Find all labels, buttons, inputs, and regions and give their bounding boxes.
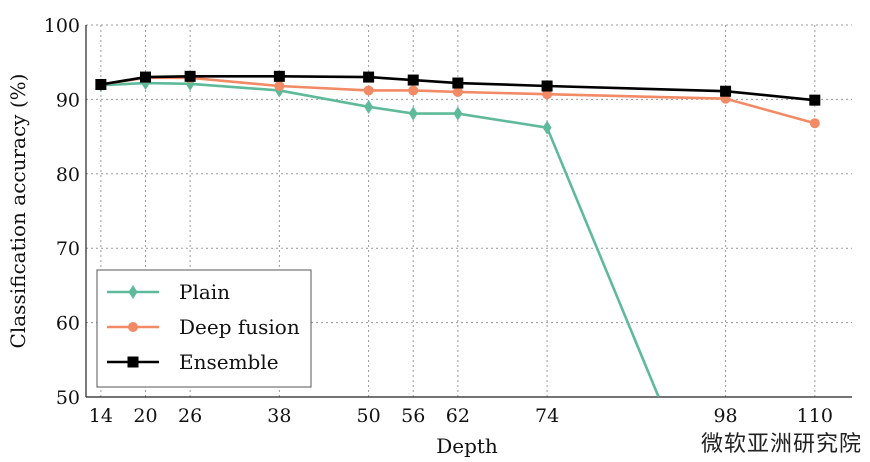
- y-tick-label: 60: [56, 313, 80, 335]
- x-tick-label: 56: [401, 405, 425, 427]
- legend-item-plain: Plain: [107, 280, 230, 304]
- data-point-plain: [453, 106, 463, 121]
- data-point-ensemble: [363, 71, 375, 83]
- data-point-ensemble: [809, 94, 821, 106]
- data-point-deep-fusion: [274, 81, 285, 92]
- data-point-ensemble: [95, 79, 107, 91]
- series-ensemble: [95, 70, 821, 106]
- y-tick-label: 70: [56, 238, 80, 260]
- x-tick-label: 38: [267, 405, 291, 427]
- plot-frame: [85, 25, 852, 398]
- data-point-ensemble: [720, 85, 732, 97]
- x-tick-label: 50: [357, 405, 381, 427]
- legend-swatch-marker: [128, 285, 138, 299]
- x-tick-label: 20: [133, 405, 157, 427]
- data-point-ensemble: [184, 70, 196, 82]
- data-point-ensemble: [452, 77, 464, 89]
- legend-item-deep-fusion: Deep fusion: [107, 315, 300, 339]
- x-tick-label: 62: [446, 405, 470, 427]
- x-axis-title: Depth: [436, 434, 498, 458]
- data-point-ensemble: [541, 80, 553, 92]
- legend-swatch-marker: [128, 322, 138, 332]
- legend: Plain Deep fusion Ensemble: [96, 269, 312, 388]
- data-point-deep-fusion: [452, 86, 463, 97]
- data-point-ensemble: [273, 70, 285, 82]
- legend-swatch-marker: [127, 356, 139, 368]
- y-tick-label: 100: [44, 15, 80, 37]
- data-point-plain: [408, 106, 418, 121]
- data-point-plain: [364, 99, 374, 114]
- data-point-ensemble: [139, 71, 151, 83]
- watermark: 微软亚洲研究院: [700, 432, 862, 457]
- series-line-ensemble: [100, 75, 815, 102]
- data-point-deep-fusion: [408, 85, 419, 96]
- y-tick-label: 50: [56, 387, 80, 409]
- legend-label: Deep fusion: [179, 315, 300, 339]
- x-tick-label: 74: [535, 405, 559, 427]
- series-layer: [95, 70, 821, 397]
- data-point-deep-fusion: [809, 118, 820, 129]
- x-tick-label: 14: [89, 405, 113, 427]
- y-axis-title: Classification accuracy (%): [6, 74, 30, 349]
- x-tick-label: 26: [178, 405, 202, 427]
- x-tick-label: 98: [713, 405, 737, 427]
- data-point-deep-fusion: [363, 85, 374, 96]
- y-tick-label: 90: [56, 89, 80, 111]
- legend-label: Ensemble: [179, 350, 279, 374]
- data-point-deep-fusion: [542, 89, 553, 100]
- y-tick-label: 80: [56, 164, 80, 186]
- data-point-plain: [542, 120, 552, 135]
- data-point-ensemble: [407, 74, 419, 86]
- tick-labels: 14 20 26 38 50 56 62 74 98 110 50 60 70 80 90 100: [44, 15, 833, 427]
- legend-item-ensemble: Ensemble: [107, 350, 279, 374]
- legend-label: Plain: [179, 280, 230, 304]
- x-tick-label: 110: [797, 405, 833, 427]
